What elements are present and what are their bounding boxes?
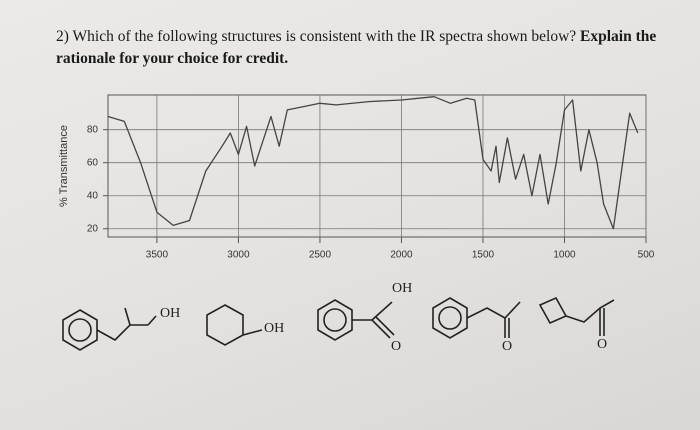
ring	[62, 309, 98, 351]
bond	[375, 316, 395, 336]
ring	[438, 306, 462, 330]
atom-label: O	[597, 337, 607, 352]
question: 2) Which of the following structures is …	[56, 26, 686, 70]
y-tick-label: 80	[87, 124, 99, 135]
bond	[96, 324, 148, 341]
question-emphasis: Explain the rationale for your choice fo…	[56, 28, 657, 67]
x-tick-label: 2000	[390, 250, 413, 261]
structures: OH OH OH O O O	[62, 281, 615, 354]
atom-label: OH	[160, 306, 180, 321]
bond	[565, 299, 615, 323]
ring	[206, 304, 244, 346]
y-axis-label: % Transmittance	[58, 125, 70, 207]
plot-frame	[107, 94, 647, 238]
x-tick-label: 1000	[553, 250, 576, 261]
bond	[371, 319, 391, 339]
atom-label: O	[502, 339, 512, 354]
ring	[323, 308, 347, 332]
ring	[68, 318, 92, 342]
bond	[147, 315, 157, 326]
ring	[432, 297, 468, 339]
question-text: 2) Which of the following structures is …	[56, 28, 577, 45]
x-tick-label: 1500	[472, 250, 495, 261]
y-tick-label: 40	[87, 190, 99, 201]
x-tick-label: 3500	[146, 250, 169, 261]
spectrum-line	[107, 96, 639, 230]
ring	[317, 299, 353, 341]
x-tick-label: 2500	[309, 250, 332, 261]
bond	[242, 329, 263, 336]
y-tick-label: 20	[87, 223, 99, 234]
atom-label: OH	[392, 281, 412, 296]
atom-label: O	[391, 339, 401, 354]
bond	[124, 307, 131, 326]
bond	[466, 301, 521, 320]
ring	[538, 296, 568, 325]
x-tick-label: 3000	[227, 250, 250, 261]
y-tick-label: 60	[87, 157, 99, 168]
x-tick-label: 500	[638, 250, 655, 261]
ir-spectrum: % Transmittance 20 40 60 80 3500 3000 2500 2000…	[58, 94, 655, 261]
bond	[371, 301, 393, 321]
atom-label: OH	[264, 321, 284, 336]
